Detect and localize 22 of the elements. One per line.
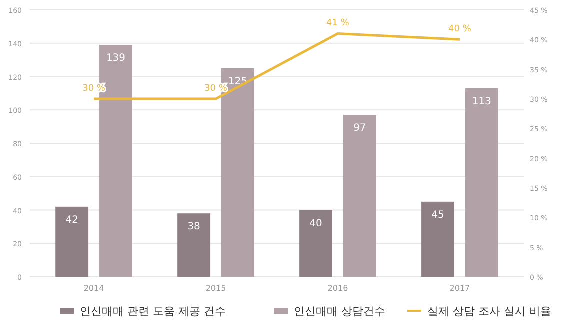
- x-tick-label: 2015: [206, 284, 226, 293]
- data-label: 113: [472, 96, 492, 108]
- data-label: 41 %: [326, 18, 350, 29]
- data-label: 38: [188, 222, 200, 233]
- x-tick-label: 2014: [84, 284, 104, 293]
- bar: [56, 206, 89, 277]
- x-tick-label: 2017: [450, 284, 470, 293]
- bar: [343, 115, 376, 277]
- data-label: 139: [106, 53, 126, 64]
- legend-label: 인신매매 관련 도움 제공 건수: [80, 305, 226, 318]
- data-label: 45: [432, 210, 444, 221]
- data-label: 40 %: [448, 24, 472, 35]
- bar: [465, 88, 498, 277]
- legend-label: 실제 상담 조사 실시 비율: [428, 305, 552, 318]
- data-label: 97: [354, 123, 366, 134]
- x-tick-label: 2016: [328, 284, 348, 293]
- bar: [178, 214, 211, 277]
- bar: [300, 210, 332, 277]
- data-label: 42: [66, 214, 78, 226]
- bar: [422, 202, 454, 277]
- legend-label: 인신매매 상담건수: [294, 305, 386, 318]
- data-label: 40: [310, 218, 322, 230]
